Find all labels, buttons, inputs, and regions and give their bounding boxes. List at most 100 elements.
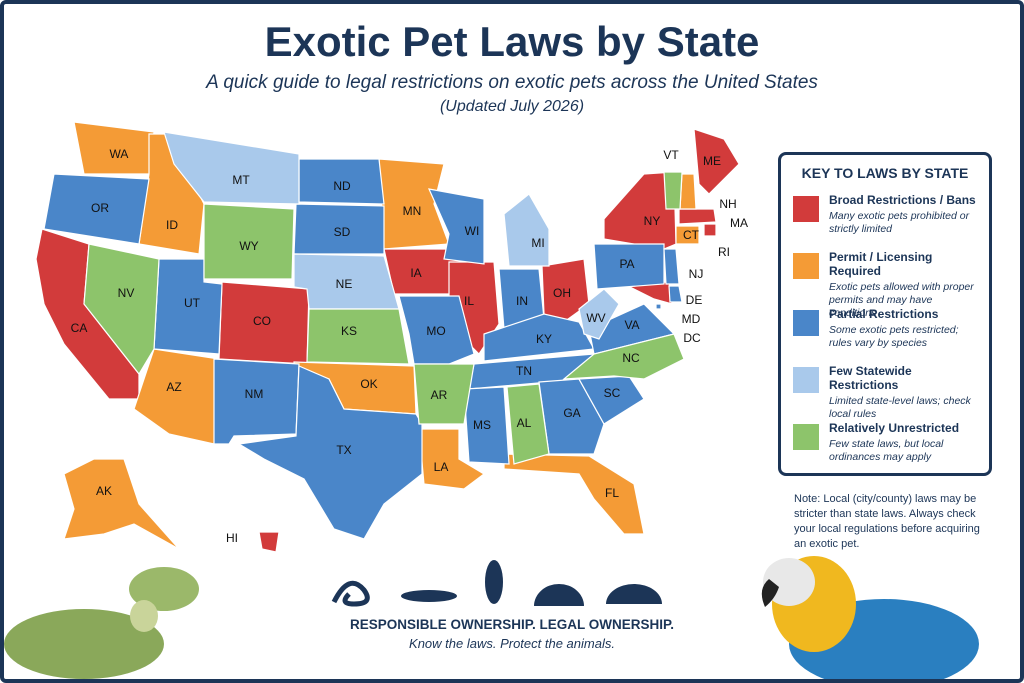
- state-label: CO: [253, 314, 271, 328]
- state-label: OR: [91, 201, 109, 215]
- state-label: WV: [586, 311, 605, 325]
- legend-item: Partial Restrictions Some exotic pets res…: [789, 307, 981, 363]
- hedgehog-icon: [534, 584, 584, 606]
- state-label: MI: [531, 236, 544, 250]
- legend-swatch: [793, 196, 819, 222]
- state-label: ND: [333, 179, 351, 193]
- state-label: DC: [683, 331, 701, 345]
- state: [413, 363, 475, 425]
- state-label: LA: [434, 460, 449, 474]
- legend-name: Partial Restrictions: [829, 307, 939, 321]
- state-label: AZ: [166, 380, 181, 394]
- legend-description: Limited state-level laws; check local ru…: [829, 395, 971, 420]
- state: [306, 308, 410, 365]
- state-label: VT: [663, 148, 679, 162]
- state-label: MT: [232, 173, 250, 187]
- state: [63, 458, 180, 550]
- updated: (Updated July 2026): [439, 98, 585, 115]
- state-label: WA: [110, 147, 129, 161]
- state: [293, 203, 385, 255]
- state: [578, 375, 645, 425]
- state-label: KS: [341, 324, 357, 338]
- parrot-face: [763, 558, 815, 606]
- parrot-icon: [485, 560, 503, 604]
- state: [593, 243, 665, 290]
- state-label: HI: [226, 531, 238, 545]
- state: [678, 208, 717, 225]
- state: [578, 288, 620, 340]
- state: [668, 285, 683, 303]
- state-label: ME: [703, 154, 721, 168]
- state: [675, 225, 700, 245]
- state-label: MA: [730, 216, 748, 230]
- legend-swatch: [793, 424, 819, 450]
- legend-items: Broad Restrictions / Bans Many exotic pet…: [789, 193, 981, 477]
- state-label: NH: [719, 197, 736, 211]
- state: [663, 248, 680, 285]
- note: Note: Local (city/county) laws may be st…: [794, 493, 980, 550]
- state: [663, 171, 683, 210]
- state: [483, 313, 595, 362]
- state-label: DE: [686, 293, 703, 307]
- legend-item: Few Statewide Restrictions Limited state-…: [789, 364, 981, 420]
- state-label: NY: [644, 214, 661, 228]
- state: [503, 193, 550, 267]
- state: [203, 203, 295, 280]
- state-label: KY: [536, 332, 552, 346]
- state: [83, 243, 160, 376]
- state-label: CA: [71, 321, 88, 335]
- state-label: VA: [624, 318, 639, 332]
- state: [655, 303, 662, 310]
- state-label: AL: [517, 416, 532, 430]
- legend-description: Some exotic pets restricted; rules vary …: [829, 324, 959, 349]
- state: [133, 348, 220, 445]
- state-label: FL: [605, 486, 619, 500]
- state-label: AR: [431, 388, 448, 402]
- map: CA CO IA IL OH NY ME MA MD RI HI WA ID MN AZ OK LA FL AK NH…: [4, 121, 979, 679]
- state-label: SD: [334, 225, 351, 239]
- legend-item: Permit / Licensing Required Exotic pets a…: [789, 250, 981, 319]
- state-label: AK: [96, 484, 112, 498]
- state-label: WY: [239, 239, 258, 253]
- state-label: CT: [683, 228, 700, 242]
- state-label: OK: [360, 377, 377, 391]
- legend-name: Relatively Unrestricted: [829, 421, 960, 435]
- state-label: NJ: [689, 267, 704, 281]
- state-label: TX: [336, 443, 351, 457]
- state: [693, 128, 740, 195]
- state: [541, 258, 590, 323]
- legend-description: Few state laws, but local ordinances may…: [829, 438, 944, 463]
- state: [703, 223, 717, 237]
- states: CA CO IA IL OH NY ME MA MD RI HI WA ID MN AZ OK LA FL AK NH…: [35, 121, 748, 553]
- state: [43, 173, 150, 245]
- icons: [331, 560, 662, 607]
- state-label: MN: [403, 204, 422, 218]
- state-label: SC: [604, 386, 621, 400]
- state-label: RI: [718, 245, 730, 259]
- lizard-icon: [401, 590, 457, 602]
- footer-headline: RESPONSIBLE OWNERSHIP. LEGAL OWNERSHIP.: [349, 617, 675, 632]
- state-label: NV: [118, 286, 135, 300]
- state-label: IL: [464, 294, 474, 308]
- legend-name: Permit / Licensing Required: [829, 250, 933, 278]
- state-label: WI: [465, 224, 480, 238]
- parrot-beak: [761, 579, 779, 607]
- footer-tagline: Know the laws. Protect the animals.: [409, 636, 615, 651]
- subtitle: A quick guide to legal restrictions on e…: [206, 72, 818, 93]
- legend-swatch: [793, 310, 819, 336]
- state: [418, 428, 486, 490]
- legend-name: Few Statewide Restrictions: [829, 364, 912, 392]
- turtle-icon: [606, 584, 662, 604]
- state-label: UT: [184, 296, 201, 310]
- legend-item: Broad Restrictions / Bans Many exotic pet…: [789, 193, 981, 249]
- legend: KEY TO LAWS BY STATE Broad Restrictions …: [778, 152, 992, 476]
- legend-swatch: [793, 253, 819, 279]
- state: [258, 531, 280, 553]
- state: [503, 453, 645, 535]
- iguana-head: [129, 567, 199, 611]
- state: [237, 365, 423, 540]
- state-label: GA: [563, 406, 580, 420]
- iguana: [4, 567, 199, 679]
